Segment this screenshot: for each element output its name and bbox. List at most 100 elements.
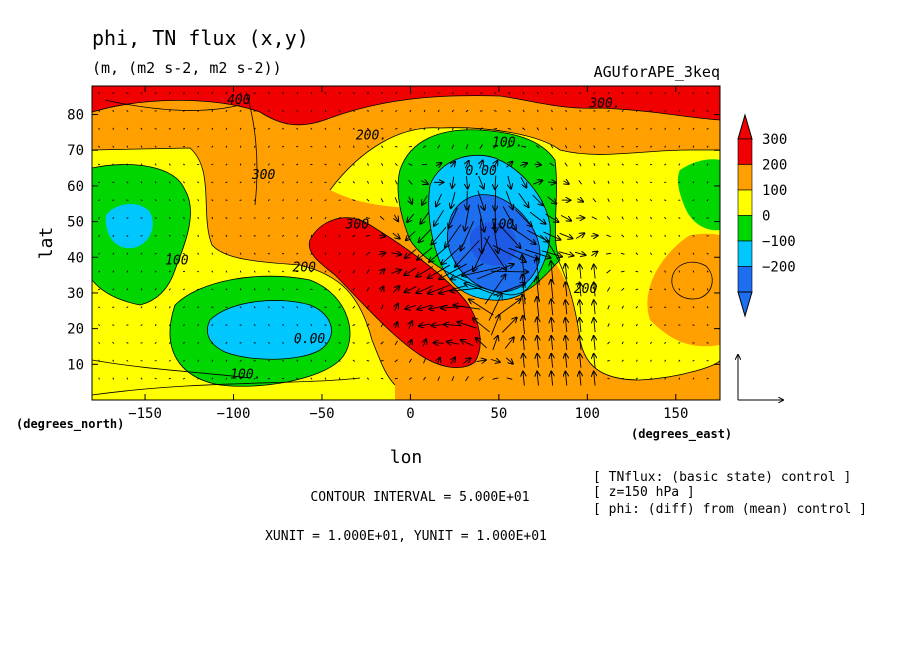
flux-vector xyxy=(706,323,709,327)
contour-label: 100 xyxy=(491,218,515,233)
flux-vector xyxy=(408,179,413,185)
flux-vector xyxy=(296,127,299,130)
flux-vector xyxy=(607,92,610,95)
flux-vector xyxy=(678,145,681,148)
flux-vector xyxy=(239,181,242,184)
flux-vector xyxy=(310,181,313,184)
fill-cyan-west xyxy=(105,204,153,249)
flux-vector xyxy=(497,299,520,316)
flux-vector xyxy=(324,288,327,291)
fill-green-east xyxy=(677,159,720,231)
flux-vector xyxy=(380,198,384,203)
flux-vector xyxy=(98,109,100,113)
flux-vector xyxy=(310,377,313,380)
flux-vector xyxy=(395,92,398,95)
flux-vector xyxy=(565,127,568,131)
flux-vector xyxy=(678,181,681,184)
flux-vector xyxy=(650,109,652,113)
flux-vector xyxy=(310,270,313,273)
flux-vector xyxy=(324,270,327,273)
flux-vector xyxy=(211,109,214,113)
flux-vector xyxy=(168,216,171,220)
flux-vector xyxy=(296,163,299,166)
flux-vector xyxy=(112,288,115,291)
flux-vector xyxy=(225,234,228,237)
flux-vector xyxy=(183,341,185,345)
flux-vector xyxy=(635,288,639,291)
flux-vector xyxy=(366,198,370,202)
colorbar-segment xyxy=(737,164,753,191)
flux-vector xyxy=(593,162,596,167)
flux-vector xyxy=(112,234,115,237)
flux-vector xyxy=(352,217,356,219)
flux-vector xyxy=(367,163,369,166)
flux-vector xyxy=(112,109,115,113)
flux-vector xyxy=(706,199,709,202)
flux-vector xyxy=(508,175,511,189)
flux-vector xyxy=(692,234,695,237)
flux-vector xyxy=(183,323,185,327)
flux-vector xyxy=(565,372,566,386)
flux-vector xyxy=(650,92,652,95)
flux-vector xyxy=(211,377,214,380)
flux-vector xyxy=(352,269,355,274)
flux-vector xyxy=(97,163,101,166)
flux-vector xyxy=(492,377,499,380)
flux-vector xyxy=(536,258,539,286)
flux-vector xyxy=(352,234,356,238)
flux-vector xyxy=(678,252,681,255)
flux-vector xyxy=(379,235,385,236)
flux-vector xyxy=(338,234,341,238)
flux-vector xyxy=(506,162,513,168)
flux-vector xyxy=(239,288,242,291)
flux-vector xyxy=(296,181,299,184)
flux-vector xyxy=(168,270,171,273)
flux-vector xyxy=(268,288,270,291)
chart-title: phi, TN flux (x,y) xyxy=(92,26,309,50)
flux-vector xyxy=(706,163,709,166)
flux-vector xyxy=(394,180,398,185)
flux-vector xyxy=(168,110,171,112)
flux-vector xyxy=(366,377,370,380)
flux-vector xyxy=(225,341,228,344)
flux-vector xyxy=(607,305,610,310)
flux-vector xyxy=(536,127,539,131)
flux-vector xyxy=(422,195,428,205)
flux-vector xyxy=(352,324,356,326)
flux-vector xyxy=(324,341,327,345)
flux-vector xyxy=(366,360,370,362)
flux-vector xyxy=(365,251,370,256)
flux-vector xyxy=(498,223,520,248)
flux-vector xyxy=(380,322,384,328)
flux-vector xyxy=(239,342,242,344)
flux-vector xyxy=(635,359,638,362)
flux-vector xyxy=(197,109,199,113)
flux-vector xyxy=(211,145,214,148)
colorbar-label: 300 xyxy=(762,132,787,148)
flux-vector xyxy=(140,359,143,362)
colorbar: 300 200 100 0 −100 −200 xyxy=(737,113,796,318)
flux-vector xyxy=(268,199,270,202)
colorbar-segment xyxy=(737,266,753,293)
flux-vector xyxy=(465,161,468,169)
colorbar-extend-low xyxy=(737,291,753,318)
flux-vector xyxy=(649,323,653,327)
flux-vector xyxy=(98,92,100,95)
flux-vector xyxy=(338,163,341,166)
flux-vector xyxy=(501,318,516,333)
contour-line xyxy=(329,127,720,191)
flux-vector xyxy=(649,181,653,184)
flux-vector xyxy=(366,127,370,130)
flux-vector xyxy=(112,306,115,308)
flux-vector xyxy=(591,216,598,220)
flux-vector xyxy=(112,217,115,220)
flux-vector xyxy=(366,342,370,344)
flux-vector xyxy=(253,324,256,327)
flux-vector xyxy=(434,209,444,226)
flux-vector xyxy=(267,128,270,130)
flux-vector xyxy=(479,127,483,131)
flux-vector xyxy=(296,359,299,362)
flux-vector xyxy=(98,377,100,380)
flux-vector xyxy=(431,226,447,244)
flux-vector xyxy=(154,252,157,255)
